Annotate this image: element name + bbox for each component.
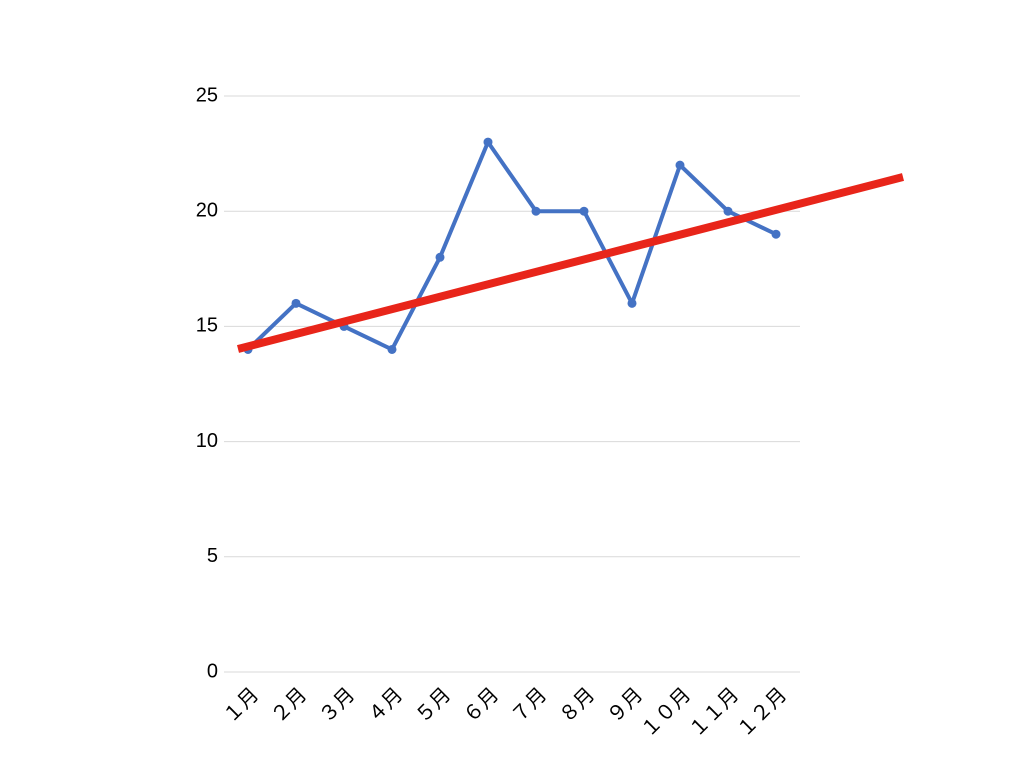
trend-line [236, 173, 905, 353]
data-point [771, 229, 781, 239]
data-point [291, 298, 301, 308]
series-line [246, 140, 777, 352]
x-tick-label: ３月 [315, 684, 359, 728]
y-tick-label: 15 [196, 315, 218, 337]
x-tick-label: １１月 [685, 684, 743, 742]
x-tick-label: ８月 [555, 684, 599, 728]
x-tick-label: ２月 [267, 684, 311, 728]
x-tick-label: ５月 [411, 684, 455, 728]
data-point [531, 206, 541, 216]
x-tick-label: １月 [219, 684, 263, 728]
x-tick-label: １０月 [637, 684, 695, 742]
data-point [627, 298, 637, 308]
x-tick-label: ６月 [459, 684, 503, 728]
data-point [387, 344, 397, 354]
y-tick-label: 0 [207, 660, 218, 682]
y-tick-label: 10 [196, 430, 218, 452]
data-point [579, 206, 589, 216]
data-point [675, 160, 685, 170]
data-point [723, 206, 733, 216]
y-tick-label: 5 [207, 545, 218, 567]
x-tick-label: ４月 [363, 684, 407, 728]
data-point [483, 137, 493, 147]
y-tick-label: 20 [196, 199, 218, 221]
y-tick-label: 25 [196, 84, 218, 106]
x-tick-label: １２月 [733, 684, 791, 742]
x-tick-label: ７月 [507, 684, 551, 728]
data-point [435, 252, 445, 262]
x-tick-label: ９月 [603, 684, 647, 728]
